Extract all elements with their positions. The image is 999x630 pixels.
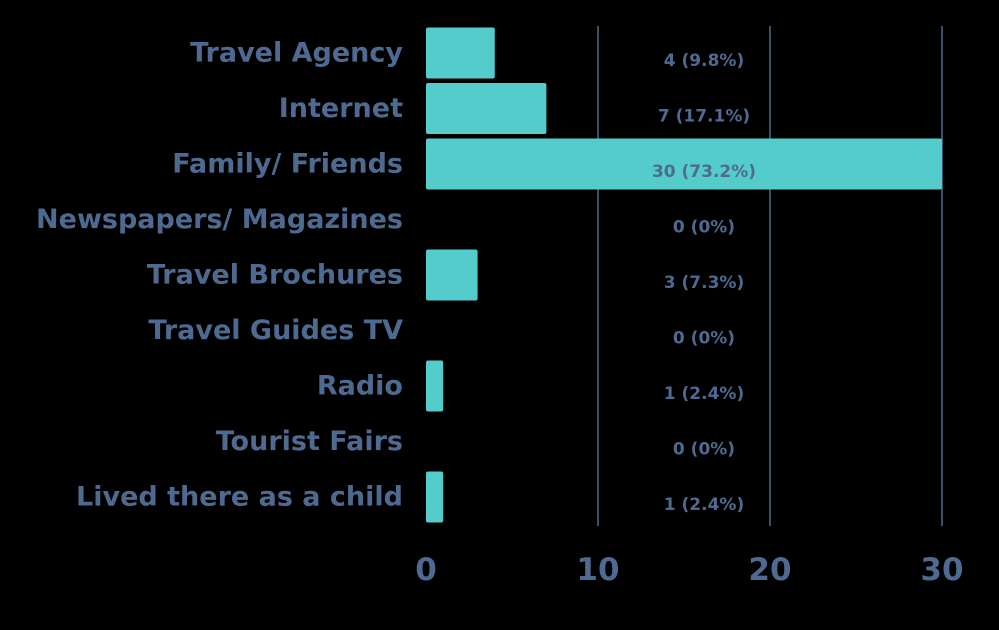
x-tick-label: 10 <box>576 552 619 588</box>
bars <box>426 27 942 523</box>
bar-2 <box>426 138 942 190</box>
bar-6 <box>426 360 444 412</box>
data-label: 0 (0%) <box>673 440 735 460</box>
category-label: Travel Brochures <box>147 260 403 291</box>
data-label: 30 (73.2%) <box>652 162 756 182</box>
category-label: Family/ Friends <box>172 149 403 180</box>
data-label: 1 (2.4%) <box>664 384 744 404</box>
bar-1 <box>426 83 547 134</box>
data-label: 0 (0%) <box>673 218 735 238</box>
x-axis-tick-labels: 0 10 20 30 <box>415 552 963 588</box>
bar-4 <box>426 249 478 301</box>
data-label: 3 (7.3%) <box>664 273 744 293</box>
x-tick-label: 20 <box>748 552 791 588</box>
data-label: 0 (0%) <box>673 329 735 349</box>
data-label: 1 (2.4%) <box>664 495 744 515</box>
data-labels: 4 (9.8%) 7 (17.1%) 30 (73.2%) 0 (0%) 3 (7.3%… <box>652 51 756 515</box>
category-label: Internet <box>279 93 403 124</box>
category-label: Travel Agency <box>190 38 403 69</box>
category-label: Tourist Fairs <box>216 426 403 457</box>
data-label: 7 (17.1%) <box>658 107 750 127</box>
category-label: Newspapers/ Magazines <box>36 204 403 235</box>
data-label: 4 (9.8%) <box>664 51 744 71</box>
grid-lines <box>597 26 943 526</box>
x-tick-label: 30 <box>920 552 963 588</box>
bar-8 <box>426 471 444 523</box>
category-label: Radio <box>317 371 403 402</box>
bar-0 <box>426 27 495 79</box>
x-tick-label: 0 <box>415 552 437 588</box>
category-label: Travel Guides TV <box>148 315 403 346</box>
category-label: Lived there as a child <box>76 482 403 513</box>
category-labels: Travel Agency Internet Family/ Friends News… <box>36 38 403 513</box>
